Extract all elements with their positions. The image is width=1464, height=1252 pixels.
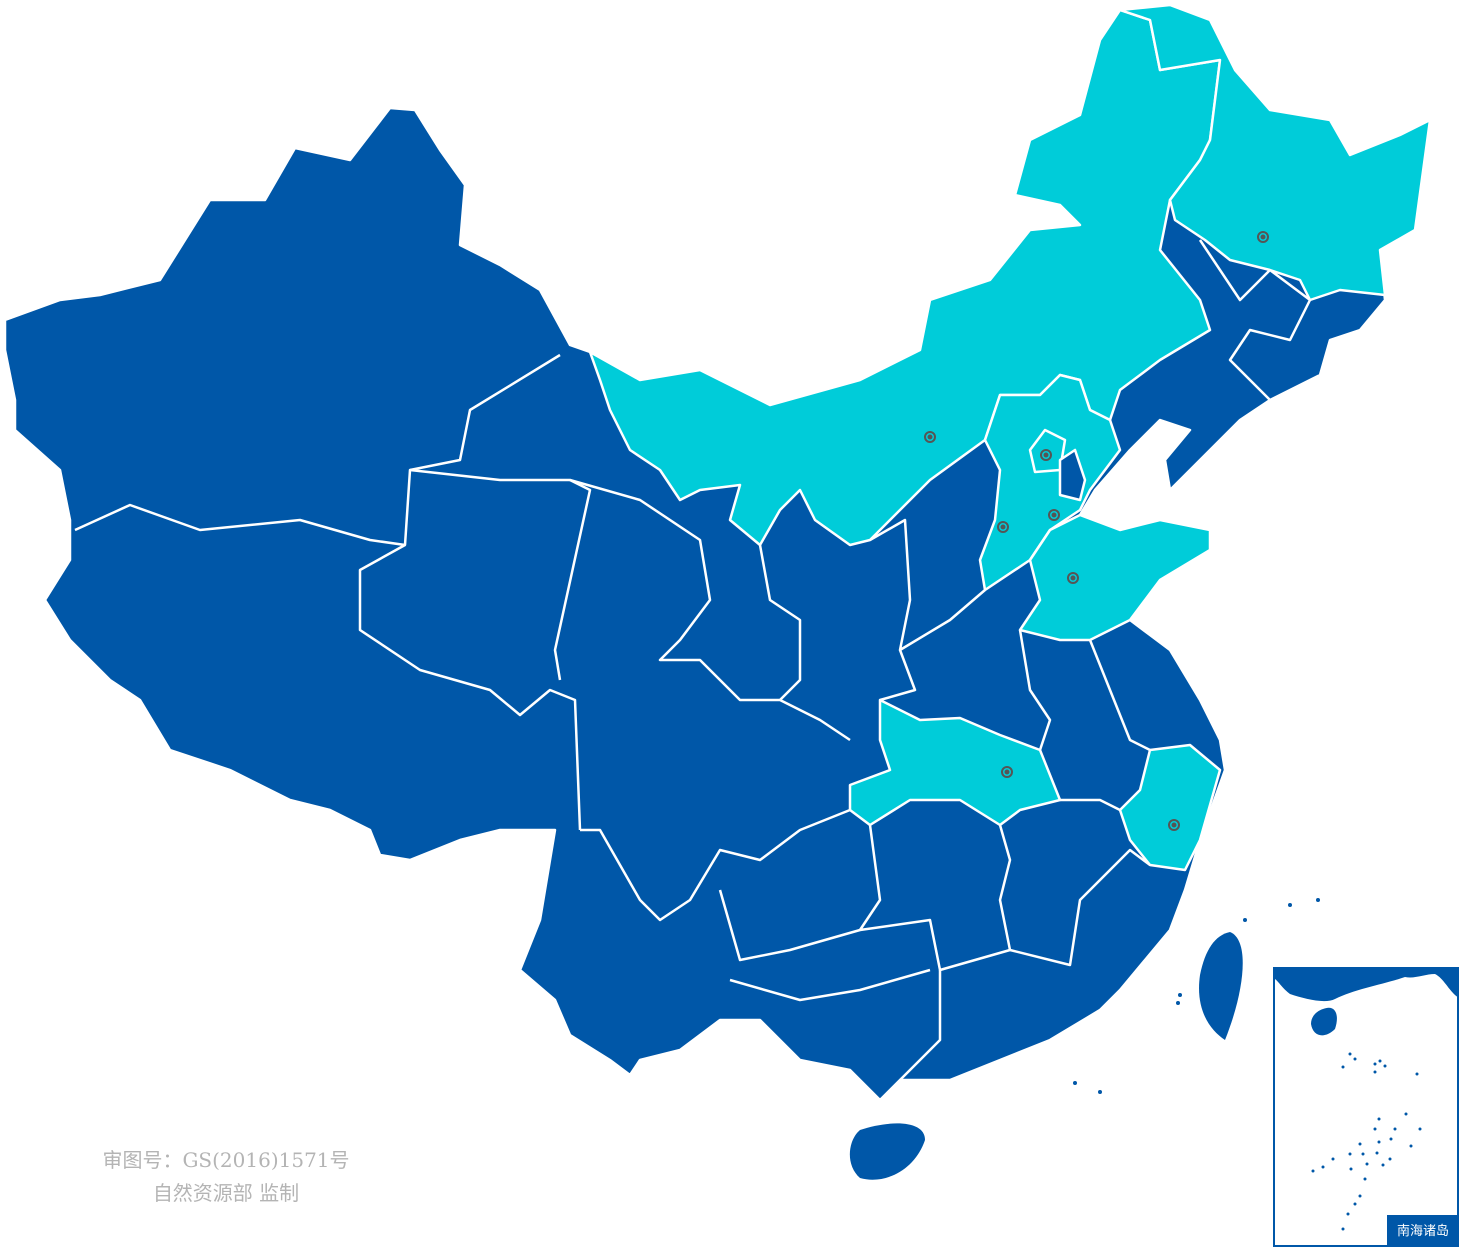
- region-hebei[interactable]: [978, 373, 1122, 592]
- city-markers: [924, 231, 1269, 831]
- target-circle-icon: [924, 431, 936, 443]
- map-approval-number: 审图号：GS(2016)1571号: [102, 1148, 350, 1172]
- target-circle-icon: [997, 521, 1009, 533]
- region-zhejiang[interactable]: [1118, 743, 1222, 872]
- region-heilongjiang[interactable]: [1118, 3, 1432, 302]
- region-hubei[interactable]: [848, 698, 1062, 827]
- region-shandong[interactable]: [1018, 513, 1212, 642]
- province-borders: [74, 239, 1312, 1081]
- region-inner-mongolia[interactable]: [588, 8, 1222, 547]
- target-circle-icon: [1168, 819, 1180, 831]
- target-circle-icon: [1048, 509, 1060, 521]
- target-circle-icon: [1257, 231, 1269, 243]
- target-circle-icon: [1001, 766, 1013, 778]
- south-china-sea-inset: 南海诸岛: [1273, 967, 1459, 1247]
- taiwan-island[interactable]: [1199, 932, 1243, 1040]
- target-circle-icon: [1040, 449, 1052, 461]
- target-circle-icon: [1067, 572, 1079, 584]
- inset-label: 南海诸岛: [1386, 1215, 1457, 1245]
- hainan-island[interactable]: [849, 1123, 925, 1180]
- region-tianjin[interactable]: [1058, 448, 1087, 502]
- map-publisher: 自然资源部 监制: [152, 1181, 300, 1205]
- inset-map: [1275, 969, 1457, 1231]
- eastern-islets: [1073, 898, 1320, 1094]
